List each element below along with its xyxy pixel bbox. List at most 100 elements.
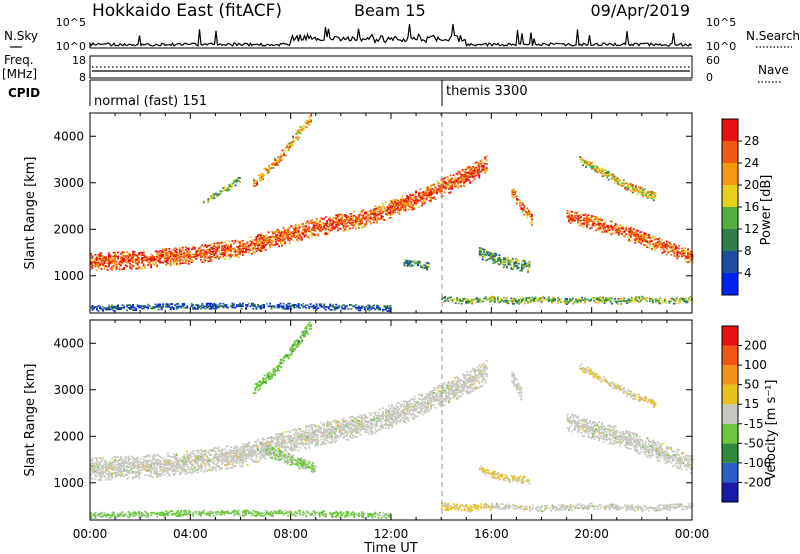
- heatmap-cell-0-851: [275, 239, 277, 242]
- heatmap-cell-0-906: [285, 235, 288, 238]
- heatmap-cell-0-353: [166, 257, 169, 259]
- heatmap-cell-1-675: [201, 454, 204, 456]
- heatmap-cell-0-163: [123, 259, 125, 261]
- heatmap-cell-0-3443: [175, 305, 178, 308]
- heatmap-cell-0-2880: [540, 297, 543, 299]
- heatmap-cell-0-2951: [590, 299, 593, 302]
- heatmap-cell-0-2183: [643, 232, 646, 234]
- heatmap-cell-1-958: [249, 454, 252, 456]
- nave-tick-max: 60: [706, 54, 720, 67]
- heatmap-cell-1-148: [112, 456, 115, 459]
- heatmap-cell-0-2851: [523, 300, 526, 302]
- heatmap-cell-0-619: [223, 251, 226, 254]
- heatmap-cell-0-1790: [475, 174, 478, 177]
- heatmap-cell-0-2129: [632, 238, 635, 241]
- heatmap-cell-0-3103: [403, 263, 406, 265]
- heatmap-cell-0-3252: [510, 268, 513, 270]
- heatmap-cell-0-2666: [310, 119, 313, 122]
- heatmap-cell-0-889: [282, 240, 285, 242]
- heatmap-cell-0-2975: [603, 299, 606, 302]
- heatmap-cell-0-219: [135, 254, 138, 257]
- heatmap-cell-1-824: [228, 462, 231, 464]
- heatmap-cell-1-525: [177, 463, 180, 466]
- heatmap-cell-0-3034: [641, 295, 644, 298]
- heatmap-cell-0-249: [141, 251, 144, 254]
- heatmap-cell-0-2932: [575, 298, 577, 301]
- heatmap-cell-0-1015: [309, 230, 312, 232]
- heatmap-cell-1-600: [190, 468, 193, 471]
- heatmap-cell-0-667: [234, 241, 237, 243]
- heatmap-cell-1-966: [251, 454, 253, 457]
- heatmap-cell-1-103: [105, 462, 107, 464]
- heatmap-cell-0-1775: [472, 175, 475, 177]
- heatmap-cell-0-3169: [481, 248, 484, 250]
- heatmap-cell-0-3361: [121, 307, 124, 309]
- heatmap-cell-0-2909: [560, 298, 562, 301]
- heatmap-cell-0-2430: [615, 180, 618, 182]
- heatmap-cell-0-866: [278, 237, 280, 240]
- heatmap-cell-0-1748: [466, 168, 469, 170]
- heatmap-cell-0-1419: [397, 199, 399, 202]
- heatmap-cell-0-3644: [312, 305, 315, 308]
- heatmap-cell-0-2500: [642, 189, 645, 191]
- heatmap-cell-1-866: [234, 449, 237, 452]
- heatmap-cell-0-1716: [460, 176, 463, 178]
- heatmap-cell-1-177: [118, 473, 121, 475]
- heatmap-cell-1-42: [96, 466, 98, 468]
- heatmap-cell-0-3545: [240, 308, 243, 310]
- heatmap-cell-0-42: [97, 255, 100, 257]
- heatmap-cell-1-927: [243, 447, 246, 450]
- heatmap-cell-0-213: [133, 253, 136, 256]
- heatmap-cell-0-1948: [578, 214, 581, 217]
- heatmap-cell-1-17: [91, 462, 94, 465]
- heatmap-cell-0-2423: [612, 174, 615, 177]
- heatmap-cell-0-3211: [493, 252, 496, 255]
- heatmap-cell-0-1083: [324, 222, 327, 225]
- heatmap-cell-0-16: [93, 264, 95, 267]
- heatmap-cell-0-1344: [382, 211, 384, 214]
- heatmap-cell-0-2240: [661, 245, 664, 248]
- heatmap-cell-1-841: [231, 463, 234, 465]
- heatmap-cell-0-3106: [405, 262, 407, 264]
- heatmap-cell-0-1057: [318, 225, 321, 227]
- heatmap-cell-0-1122: [335, 226, 338, 228]
- heatmap-cell-0-3735: [377, 306, 380, 308]
- heatmap-cell-0-1157: [341, 219, 344, 222]
- heatmap-cell-0-3389: [139, 305, 142, 307]
- heatmap-cell-1-593: [189, 468, 192, 471]
- heatmap-cell-0-3754: [389, 310, 392, 312]
- heatmap-cell-0-1384: [391, 204, 393, 207]
- heatmap-cell-0-243: [141, 260, 144, 263]
- heatmap-cell-0-2945: [584, 301, 586, 304]
- heatmap-cell-0-2279: [673, 255, 676, 257]
- heatmap-cell-0-1413: [397, 208, 399, 211]
- heatmap-cell-0-1139: [336, 214, 339, 216]
- heatmap-cell-0-20: [94, 264, 97, 267]
- heatmap-cell-0-3697: [350, 304, 353, 306]
- heatmap-cell-1-294: [136, 457, 139, 460]
- heatmap-cell-0-1709: [458, 172, 461, 175]
- heatmap-cell-0-2862: [530, 299, 532, 302]
- heatmap-cell-1-626: [195, 461, 198, 464]
- heatmap-cell-1-202: [121, 466, 124, 469]
- heatmap-cell-0-2795: [490, 298, 493, 301]
- heatmap-cell-0-2554: [262, 175, 264, 178]
- heatmap-cell-0-1560: [425, 189, 428, 192]
- heatmap-cell-0-1391: [392, 205, 395, 208]
- heatmap-cell-0-1050: [317, 228, 320, 230]
- heatmap-cell-0-1649: [445, 188, 448, 190]
- heatmap-cell-0-3352: [115, 305, 118, 308]
- heatmap-cell-0-2966: [599, 299, 602, 301]
- heatmap-cell-0-798: [263, 245, 265, 248]
- heatmap-cell-0-2174: [641, 235, 644, 238]
- heatmap-cell-0-3369: [127, 304, 130, 306]
- heatmap-cell-0-3317: [94, 306, 97, 308]
- heatmap-cell-0-3195: [490, 254, 493, 256]
- heatmap-cell-0-1641: [443, 191, 446, 194]
- heatmap-cell-0-2525: [652, 196, 655, 199]
- heatmap-cell-0-2858: [528, 300, 531, 303]
- heatmap-cell-0-3291: [522, 259, 525, 262]
- heatmap-cell-0-779: [260, 243, 262, 246]
- heatmap-cell-1-625: [195, 462, 198, 465]
- heatmap-cell-0-590: [217, 256, 220, 259]
